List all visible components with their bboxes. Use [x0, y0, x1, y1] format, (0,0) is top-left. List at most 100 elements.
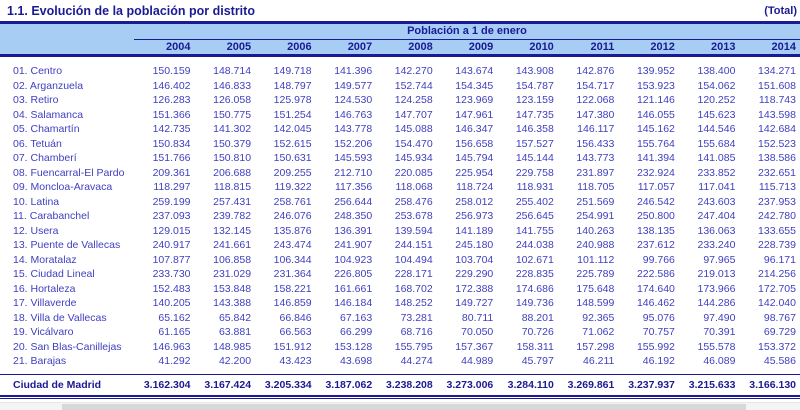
- population-cell: 43.698: [340, 355, 373, 368]
- table-row: 17. Villaverde 140.205 143.388 146.859 146.1…: [0, 296, 800, 311]
- population-cell: 241.661: [213, 239, 252, 252]
- population-cell: 145.593: [334, 152, 373, 165]
- population-cell: 122.068: [576, 94, 615, 107]
- population-cell: 118.743: [758, 94, 796, 107]
- district-label: 11. Carabanchel: [13, 210, 90, 223]
- table-row: 09. Moncloa-Aravaca 118.297 118.815 119.322…: [0, 180, 800, 195]
- table-row: 12. Usera 129.015 132.145 135.876 136.391 139…: [0, 224, 800, 239]
- population-cell: 257.431: [213, 195, 252, 208]
- population-cell: 226.805: [334, 268, 373, 281]
- total-population-cell: 3.237.937: [628, 379, 675, 391]
- population-cell: 141.302: [213, 123, 252, 136]
- population-cell: 231.897: [576, 166, 615, 179]
- population-cell: 126.283: [152, 94, 191, 107]
- district-label: 20. San Blas-Canillejas: [13, 340, 122, 353]
- district-label: 19. Vicálvaro: [13, 326, 74, 339]
- year-column-header: 2006: [287, 40, 312, 53]
- population-cell: 240.988: [576, 239, 615, 252]
- population-cell: 133.655: [758, 224, 796, 237]
- population-cell: 138.400: [697, 65, 736, 78]
- population-cell: 173.966: [697, 282, 736, 295]
- population-cell: 146.859: [273, 297, 312, 310]
- population-cell: 232.651: [758, 166, 796, 179]
- population-cell: 92.365: [582, 311, 615, 324]
- district-table-body: 01. Centro 150.159 148.714 149.718 141.396 14…: [0, 64, 800, 369]
- table-row: 05. Chamartín 142.735 141.302 142.045 143.77…: [0, 122, 800, 137]
- population-cell: 135.876: [273, 224, 312, 237]
- population-cell: 117.041: [698, 181, 736, 194]
- population-cell: 225.954: [455, 166, 494, 179]
- population-cell: 66.563: [279, 326, 312, 339]
- district-label: 18. Villa de Vallecas: [13, 311, 107, 324]
- table-row: 19. Vicálvaro 61.165 63.881 66.563 66.299 68.…: [0, 325, 800, 340]
- population-cell: 151.766: [152, 152, 191, 165]
- population-cell: 136.391: [334, 224, 373, 237]
- column-group-underline: [134, 39, 800, 40]
- population-cell: 220.085: [394, 166, 433, 179]
- population-cell: 244.038: [515, 239, 554, 252]
- population-cell: 150.159: [152, 65, 191, 78]
- population-cell: 153.372: [758, 340, 796, 353]
- population-cell: 245.180: [455, 239, 494, 252]
- population-cell: 241.907: [334, 239, 373, 252]
- population-cell: 96.171: [763, 253, 796, 266]
- population-cell: 212.710: [334, 166, 373, 179]
- population-cell: 144.546: [697, 123, 736, 136]
- population-cell: 118.297: [153, 181, 191, 194]
- population-cell: 248.350: [334, 210, 373, 223]
- population-cell: 154.062: [697, 79, 736, 92]
- population-cell: 229.290: [455, 268, 494, 281]
- population-cell: 256.973: [455, 210, 494, 223]
- population-cell: 73.281: [400, 311, 433, 324]
- horizontal-scrollbar[interactable]: [0, 402, 800, 410]
- population-cell: 106.858: [213, 253, 252, 266]
- population-cell: 152.206: [334, 137, 373, 150]
- population-cell: 149.736: [515, 297, 554, 310]
- year-column-header: 2013: [710, 40, 736, 53]
- district-label: 16. Hortaleza: [13, 282, 76, 295]
- district-label: 06. Tetuán: [13, 137, 62, 150]
- population-cell: 239.782: [213, 210, 252, 223]
- population-cell: 152.615: [273, 137, 312, 150]
- population-cell: 157.298: [576, 340, 615, 353]
- population-cell: 143.388: [213, 297, 252, 310]
- double-rule-bottom: [0, 398, 800, 399]
- population-cell: 101.112: [577, 253, 615, 266]
- district-label: 08. Fuencarral-El Pardo: [13, 166, 125, 179]
- population-cell: 143.674: [455, 65, 494, 78]
- table-row: 04. Salamanca 151.366 150.775 151.254 146.76…: [0, 108, 800, 123]
- population-cell: 88.201: [521, 311, 554, 324]
- population-cell: 103.704: [455, 253, 494, 266]
- population-cell: 67.163: [340, 311, 373, 324]
- population-cell: 142.735: [152, 123, 191, 136]
- population-cell: 145.794: [455, 152, 494, 165]
- population-cell: 151.254: [273, 108, 312, 121]
- population-cell: 65.162: [158, 311, 191, 324]
- population-cell: 228.835: [515, 268, 554, 281]
- population-cell: 146.462: [636, 297, 675, 310]
- scrollbar-thumb[interactable]: [62, 404, 746, 410]
- population-cell: 70.757: [642, 326, 675, 339]
- population-cell: 142.684: [758, 123, 796, 136]
- population-cell: 141.394: [636, 152, 675, 165]
- total-population-cell: 3.205.334: [264, 379, 312, 391]
- population-cell: 256.645: [515, 210, 554, 223]
- population-cell: 209.361: [152, 166, 191, 179]
- population-cell: 142.045: [273, 123, 312, 136]
- population-cell: 146.347: [455, 123, 494, 136]
- population-cell: 124.258: [394, 94, 433, 107]
- district-label: 03. Retiro: [13, 94, 59, 107]
- page-title: 1.1. Evolución de la población por distr…: [7, 4, 255, 18]
- population-cell: 150.810: [213, 152, 252, 165]
- population-cell: 42.200: [218, 355, 252, 368]
- population-cell: 144.286: [697, 297, 736, 310]
- population-cell: 155.764: [636, 137, 675, 150]
- population-cell: 172.705: [758, 282, 796, 295]
- population-cell: 142.876: [576, 65, 615, 78]
- year-header-row: 2004 2005 2006 2007 2008 2009 2010 2011 2012 2013…: [0, 39, 800, 54]
- population-cell: 99.766: [642, 253, 675, 266]
- population-cell: 143.908: [515, 65, 554, 78]
- population-cell: 68.716: [400, 326, 433, 339]
- population-cell: 151.608: [758, 79, 796, 92]
- population-cell: 209.255: [273, 166, 312, 179]
